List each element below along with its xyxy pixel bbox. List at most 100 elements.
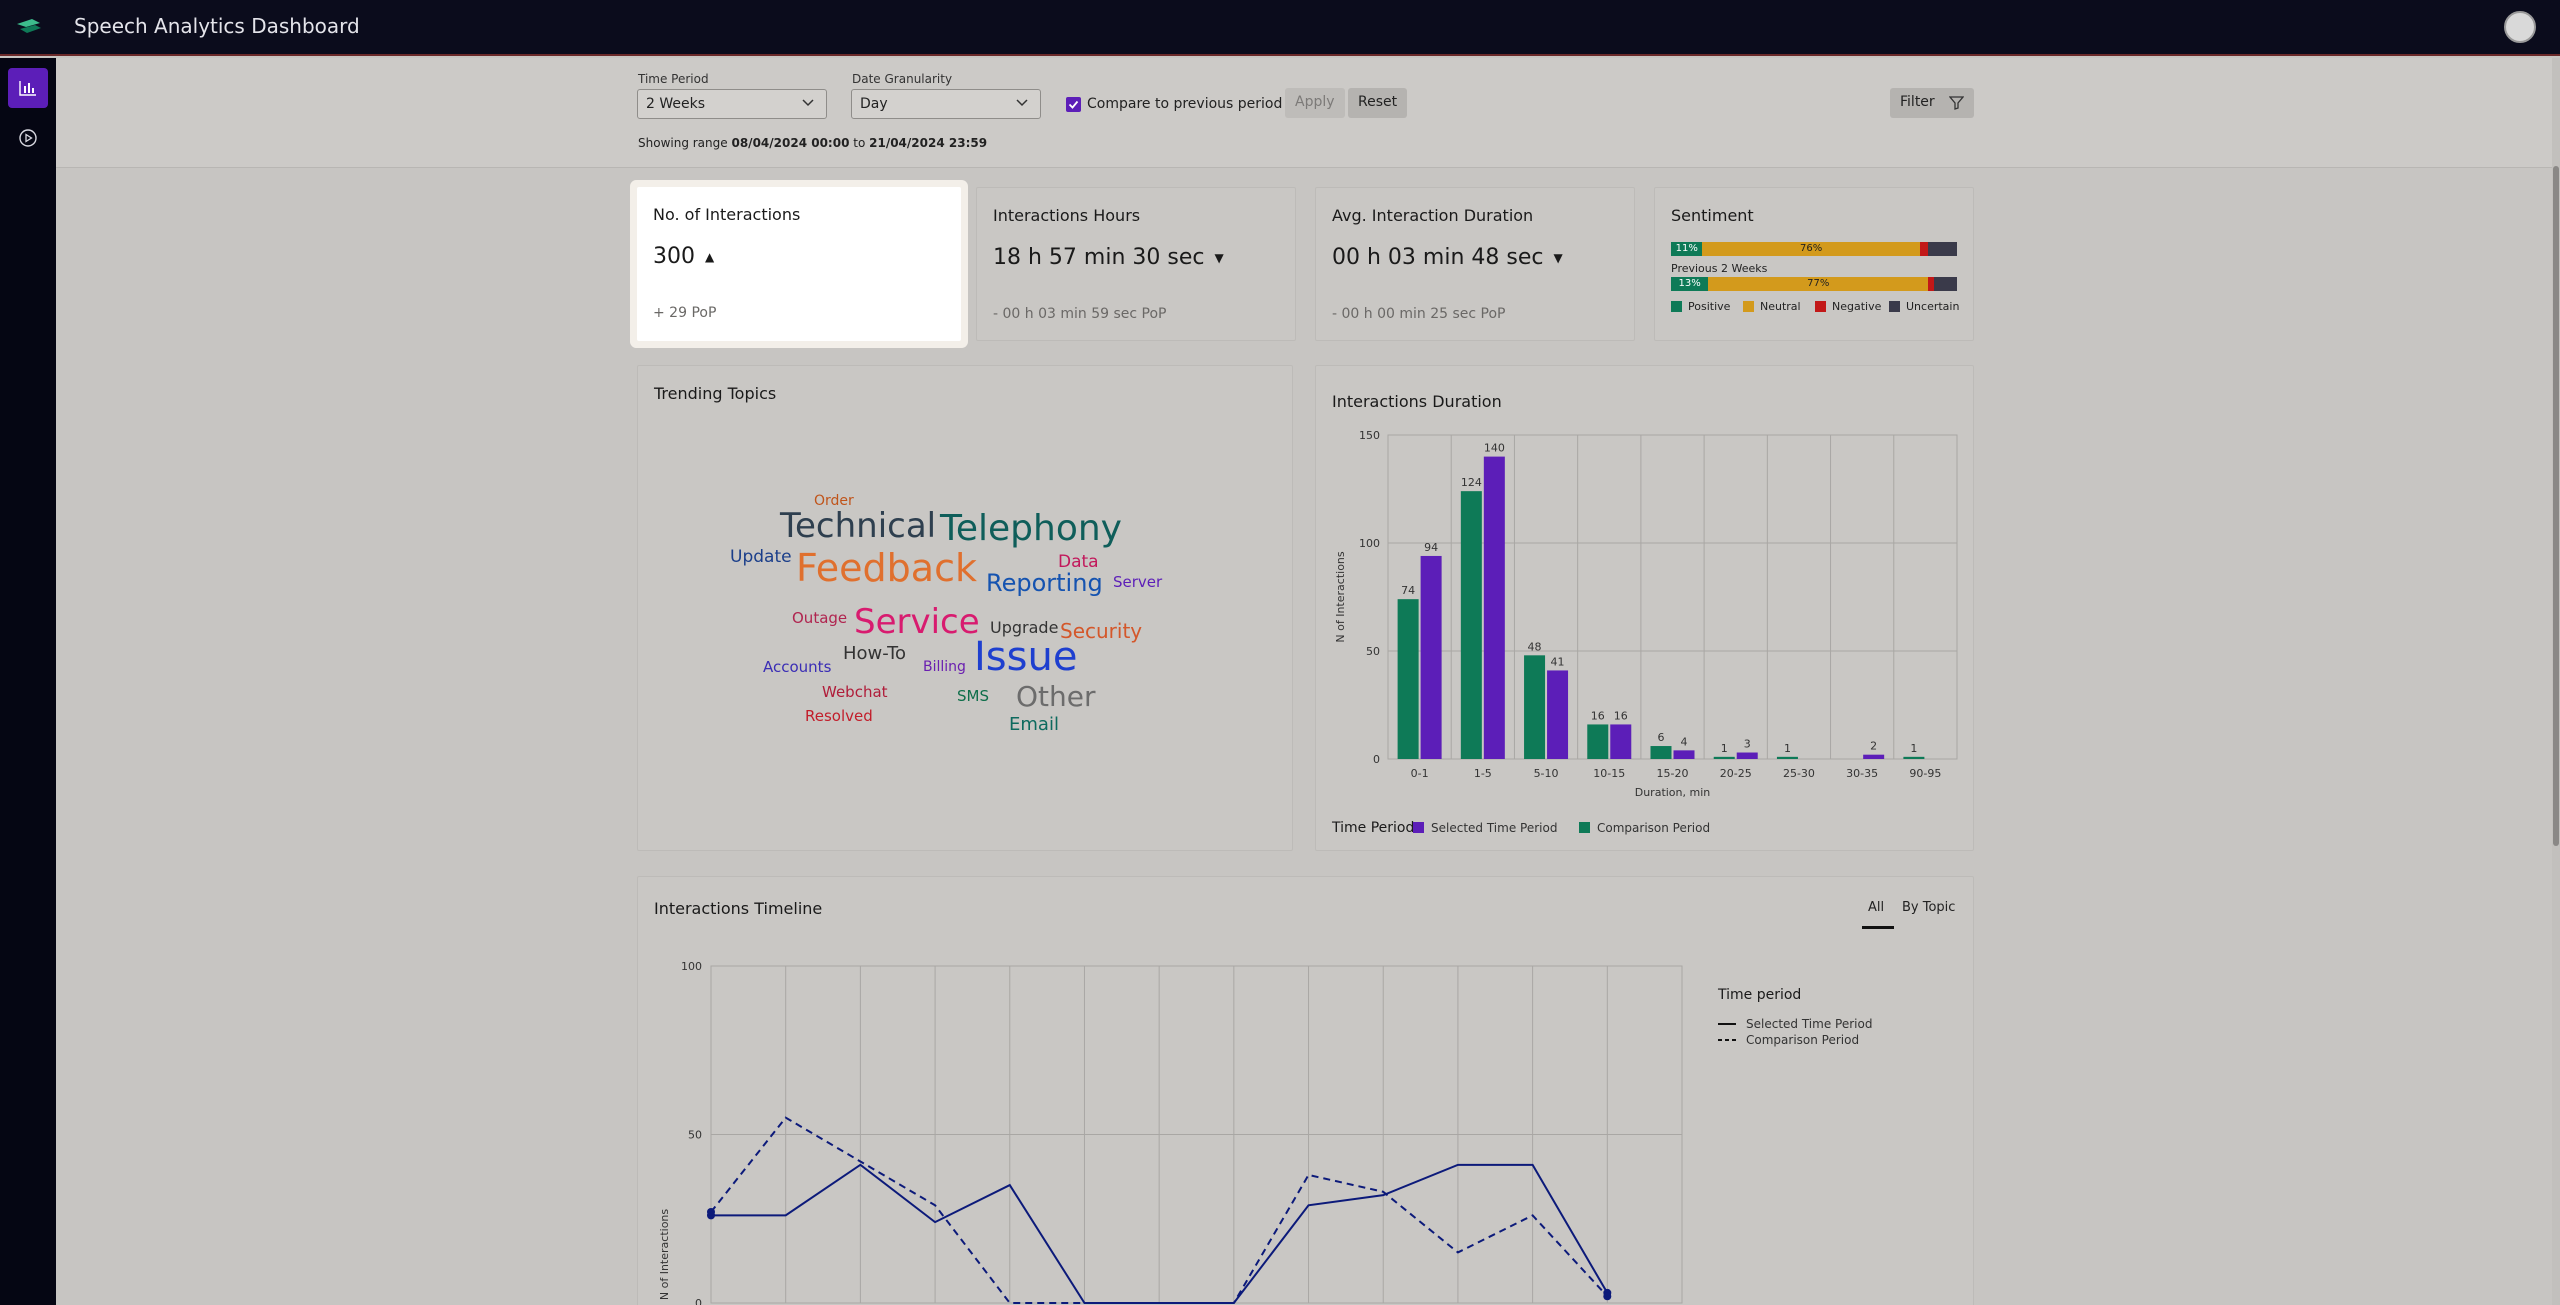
granularity-label: Date Granularity [852,72,953,86]
x-axis-label: Duration, min [1635,786,1711,799]
sentiment-card[interactable]: Sentiment 11% 76% Previous 2 Weeks 13% 77%… [1654,187,1974,341]
bar-value-label: 16 [1591,709,1605,722]
bar[interactable] [1903,756,1925,759]
kpi-card-avg-duration[interactable]: Avg. Interaction Duration 00 h 03 min 48… [1315,187,1635,341]
topic-word[interactable]: Order [814,493,854,509]
sentiment-legend-item: Uncertain [1889,300,1959,313]
bar-value-label: 16 [1614,709,1628,722]
topic-word[interactable]: Issue [974,634,1078,680]
kpi-card-interactions[interactable]: No. of Interactions 300 ▲ + 29 PoP [637,187,961,341]
topic-word[interactable]: Other [1016,680,1096,713]
topic-word[interactable]: Resolved [805,707,873,725]
trend-down-icon: ▼ [1553,251,1563,265]
nav-player[interactable] [8,118,48,158]
user-avatar[interactable] [2504,11,2536,43]
bar[interactable] [1650,746,1672,759]
kpi-card-hours[interactable]: Interactions Hours 18 h 57 min 30 sec ▼ -… [976,187,1296,341]
bar[interactable] [1420,555,1442,759]
nav-analytics[interactable] [8,68,48,108]
bar[interactable] [1460,491,1482,759]
bar-value-label: 74 [1401,584,1415,597]
topic-word[interactable]: Webchat [822,683,888,701]
y-tick-label: 100 [1359,537,1380,550]
bar[interactable] [1587,724,1609,759]
reset-button[interactable]: Reset [1348,88,1408,118]
data-point[interactable] [707,1208,715,1217]
topic-word[interactable]: Reporting [986,569,1103,597]
bar[interactable] [1483,456,1505,759]
bar-value-label: 1 [1721,742,1728,755]
bar-chart-icon [19,81,36,96]
bar-value-label: 124 [1461,476,1482,489]
legend-label[interactable]: Comparison Period [1597,821,1710,835]
range-start: 08/04/2024 00:00 [731,136,850,150]
chevron-down-icon [802,99,814,107]
legend-label[interactable]: Comparison Period [1746,1033,1859,1047]
legend-label[interactable]: Selected Time Period [1746,1017,1872,1031]
duration-title: Interactions Duration [1332,392,1502,411]
bar[interactable] [1610,724,1632,759]
tab-by-topic[interactable]: By Topic [1902,900,1956,915]
sentiment-segment: 13% [1671,277,1709,291]
kpi-pop: - 00 h 00 min 25 sec PoP [1332,306,1506,322]
topic-word[interactable]: Service [854,602,980,642]
x-tick-label: 5-10 [1534,767,1559,780]
app-title: Speech Analytics Dashboard [74,14,360,38]
topic-word[interactable]: Server [1113,573,1163,591]
bar[interactable] [1736,752,1758,759]
topic-word[interactable]: How-To [843,643,907,664]
bar[interactable] [1547,670,1569,759]
topic-word[interactable]: Outage [792,609,848,627]
topic-word[interactable]: Technical [780,506,937,546]
bar[interactable] [1776,756,1798,759]
bar-value-label: 3 [1744,738,1751,751]
y-tick-label: 150 [1359,429,1380,442]
legend-swatch [1743,301,1754,312]
apply-button[interactable]: Apply [1285,88,1345,118]
scrollbar-thumb[interactable] [2553,166,2559,846]
topic-word[interactable]: Telephony [940,508,1122,549]
topic-word[interactable]: Feedback [796,546,977,590]
topic-word[interactable]: Email [1009,714,1059,735]
bar[interactable] [1524,655,1546,759]
bar[interactable] [1673,750,1695,759]
tab-all[interactable]: All [1868,900,1885,915]
y-tick-label: 50 [1366,645,1380,658]
bar[interactable] [1863,754,1885,759]
kpi-value: 18 h 57 min 30 sec ▼ [993,245,1224,270]
kpi-title: Interactions Hours [993,206,1141,225]
topic-word[interactable]: Update [730,547,792,567]
topic-word[interactable]: SMS [957,687,989,705]
bar[interactable] [1397,599,1419,759]
series-line[interactable] [710,1116,1609,1304]
duration-card: Interactions Duration 0 50 100 150 0-1 74 94 1-… [1315,365,1974,851]
x-tick-label: 30-35 [1846,767,1878,780]
bar[interactable] [1713,756,1735,759]
topic-word[interactable]: Accounts [763,658,832,676]
sentiment-segment: 11% [1671,242,1703,256]
sentiment-bar-current: 11% 76% [1671,242,1957,256]
y-tick-label: 100 [681,960,702,973]
kpi-value: 300 ▲ [653,244,715,269]
topic-word[interactable]: Billing [923,659,966,675]
trending-title: Trending Topics [654,384,777,403]
legend-swatch [1815,301,1826,312]
app-logo-icon[interactable] [14,16,44,38]
sentiment-segment [1919,242,1929,256]
y-tick-label: 0 [695,1297,702,1305]
bar-value-label: 1 [1910,742,1917,755]
time-period-select[interactable]: 2 Weeks [637,89,827,119]
bar-value-label: 48 [1528,640,1542,653]
topic-word[interactable]: Upgrade [990,618,1059,637]
topic-word[interactable]: Security [1060,619,1143,643]
legend-swatch [1671,301,1682,312]
legend-label[interactable]: Selected Time Period [1431,821,1557,835]
y-axis-label: N of Interactions [658,1209,671,1301]
topic-word[interactable]: Data [1058,552,1099,572]
granularity-select[interactable]: Day [851,89,1041,119]
compare-checkbox[interactable] [1066,97,1081,112]
sidebar [0,58,56,1305]
range-text: Showing range 08/04/2024 00:00 to 21/04/… [638,136,987,150]
filter-button[interactable]: Filter [1890,88,1974,118]
data-point[interactable] [1603,1292,1612,1301]
